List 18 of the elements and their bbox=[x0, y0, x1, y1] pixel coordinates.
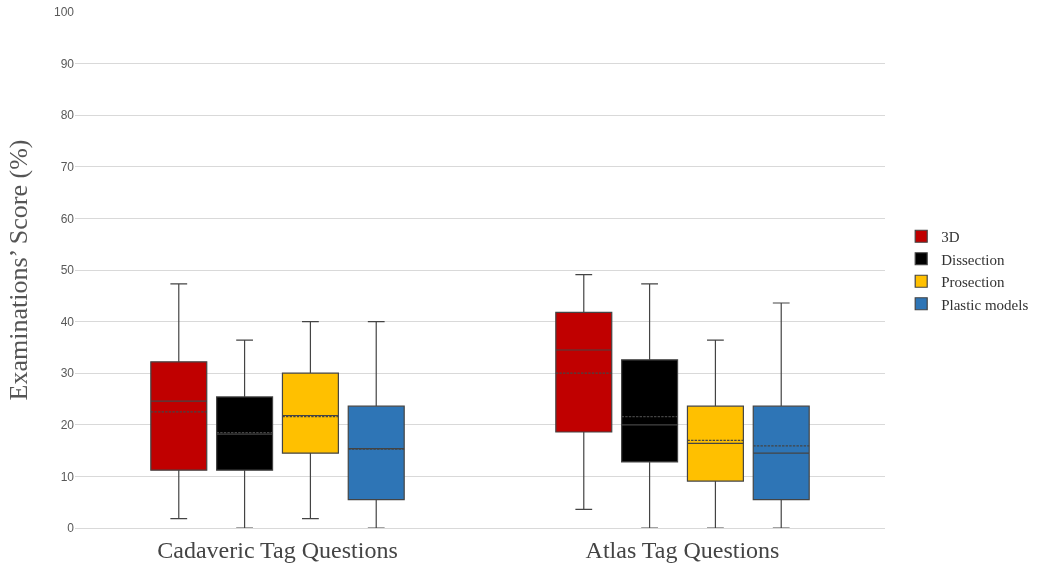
legend-label: Dissection bbox=[941, 251, 1006, 268]
x-tick-label: Atlas Tag Questions bbox=[585, 536, 780, 563]
y-tick-label: 60 bbox=[60, 211, 75, 226]
y-tick-label: 40 bbox=[60, 314, 75, 329]
y-tick-label: 90 bbox=[60, 56, 75, 71]
y-tick-label: 50 bbox=[60, 263, 75, 278]
y-tick-label: 20 bbox=[60, 418, 75, 432]
y-tick-label: 10 bbox=[60, 469, 75, 484]
legend-label: Prosection bbox=[941, 274, 1006, 291]
y-tick-label: 0 bbox=[67, 521, 75, 536]
y-tick-label: 70 bbox=[60, 160, 75, 174]
y-axis-title: Examinations’ Score (%) bbox=[4, 139, 34, 401]
y-tick-label: 30 bbox=[60, 366, 75, 381]
x-tick-label: Cadaveric Tag Questions bbox=[157, 536, 398, 563]
legend-label: Plastic models bbox=[941, 296, 1029, 313]
y-tick-label: 80 bbox=[60, 108, 75, 123]
legend-label: 3D bbox=[941, 229, 960, 246]
y-tick-label: 100 bbox=[53, 5, 75, 20]
